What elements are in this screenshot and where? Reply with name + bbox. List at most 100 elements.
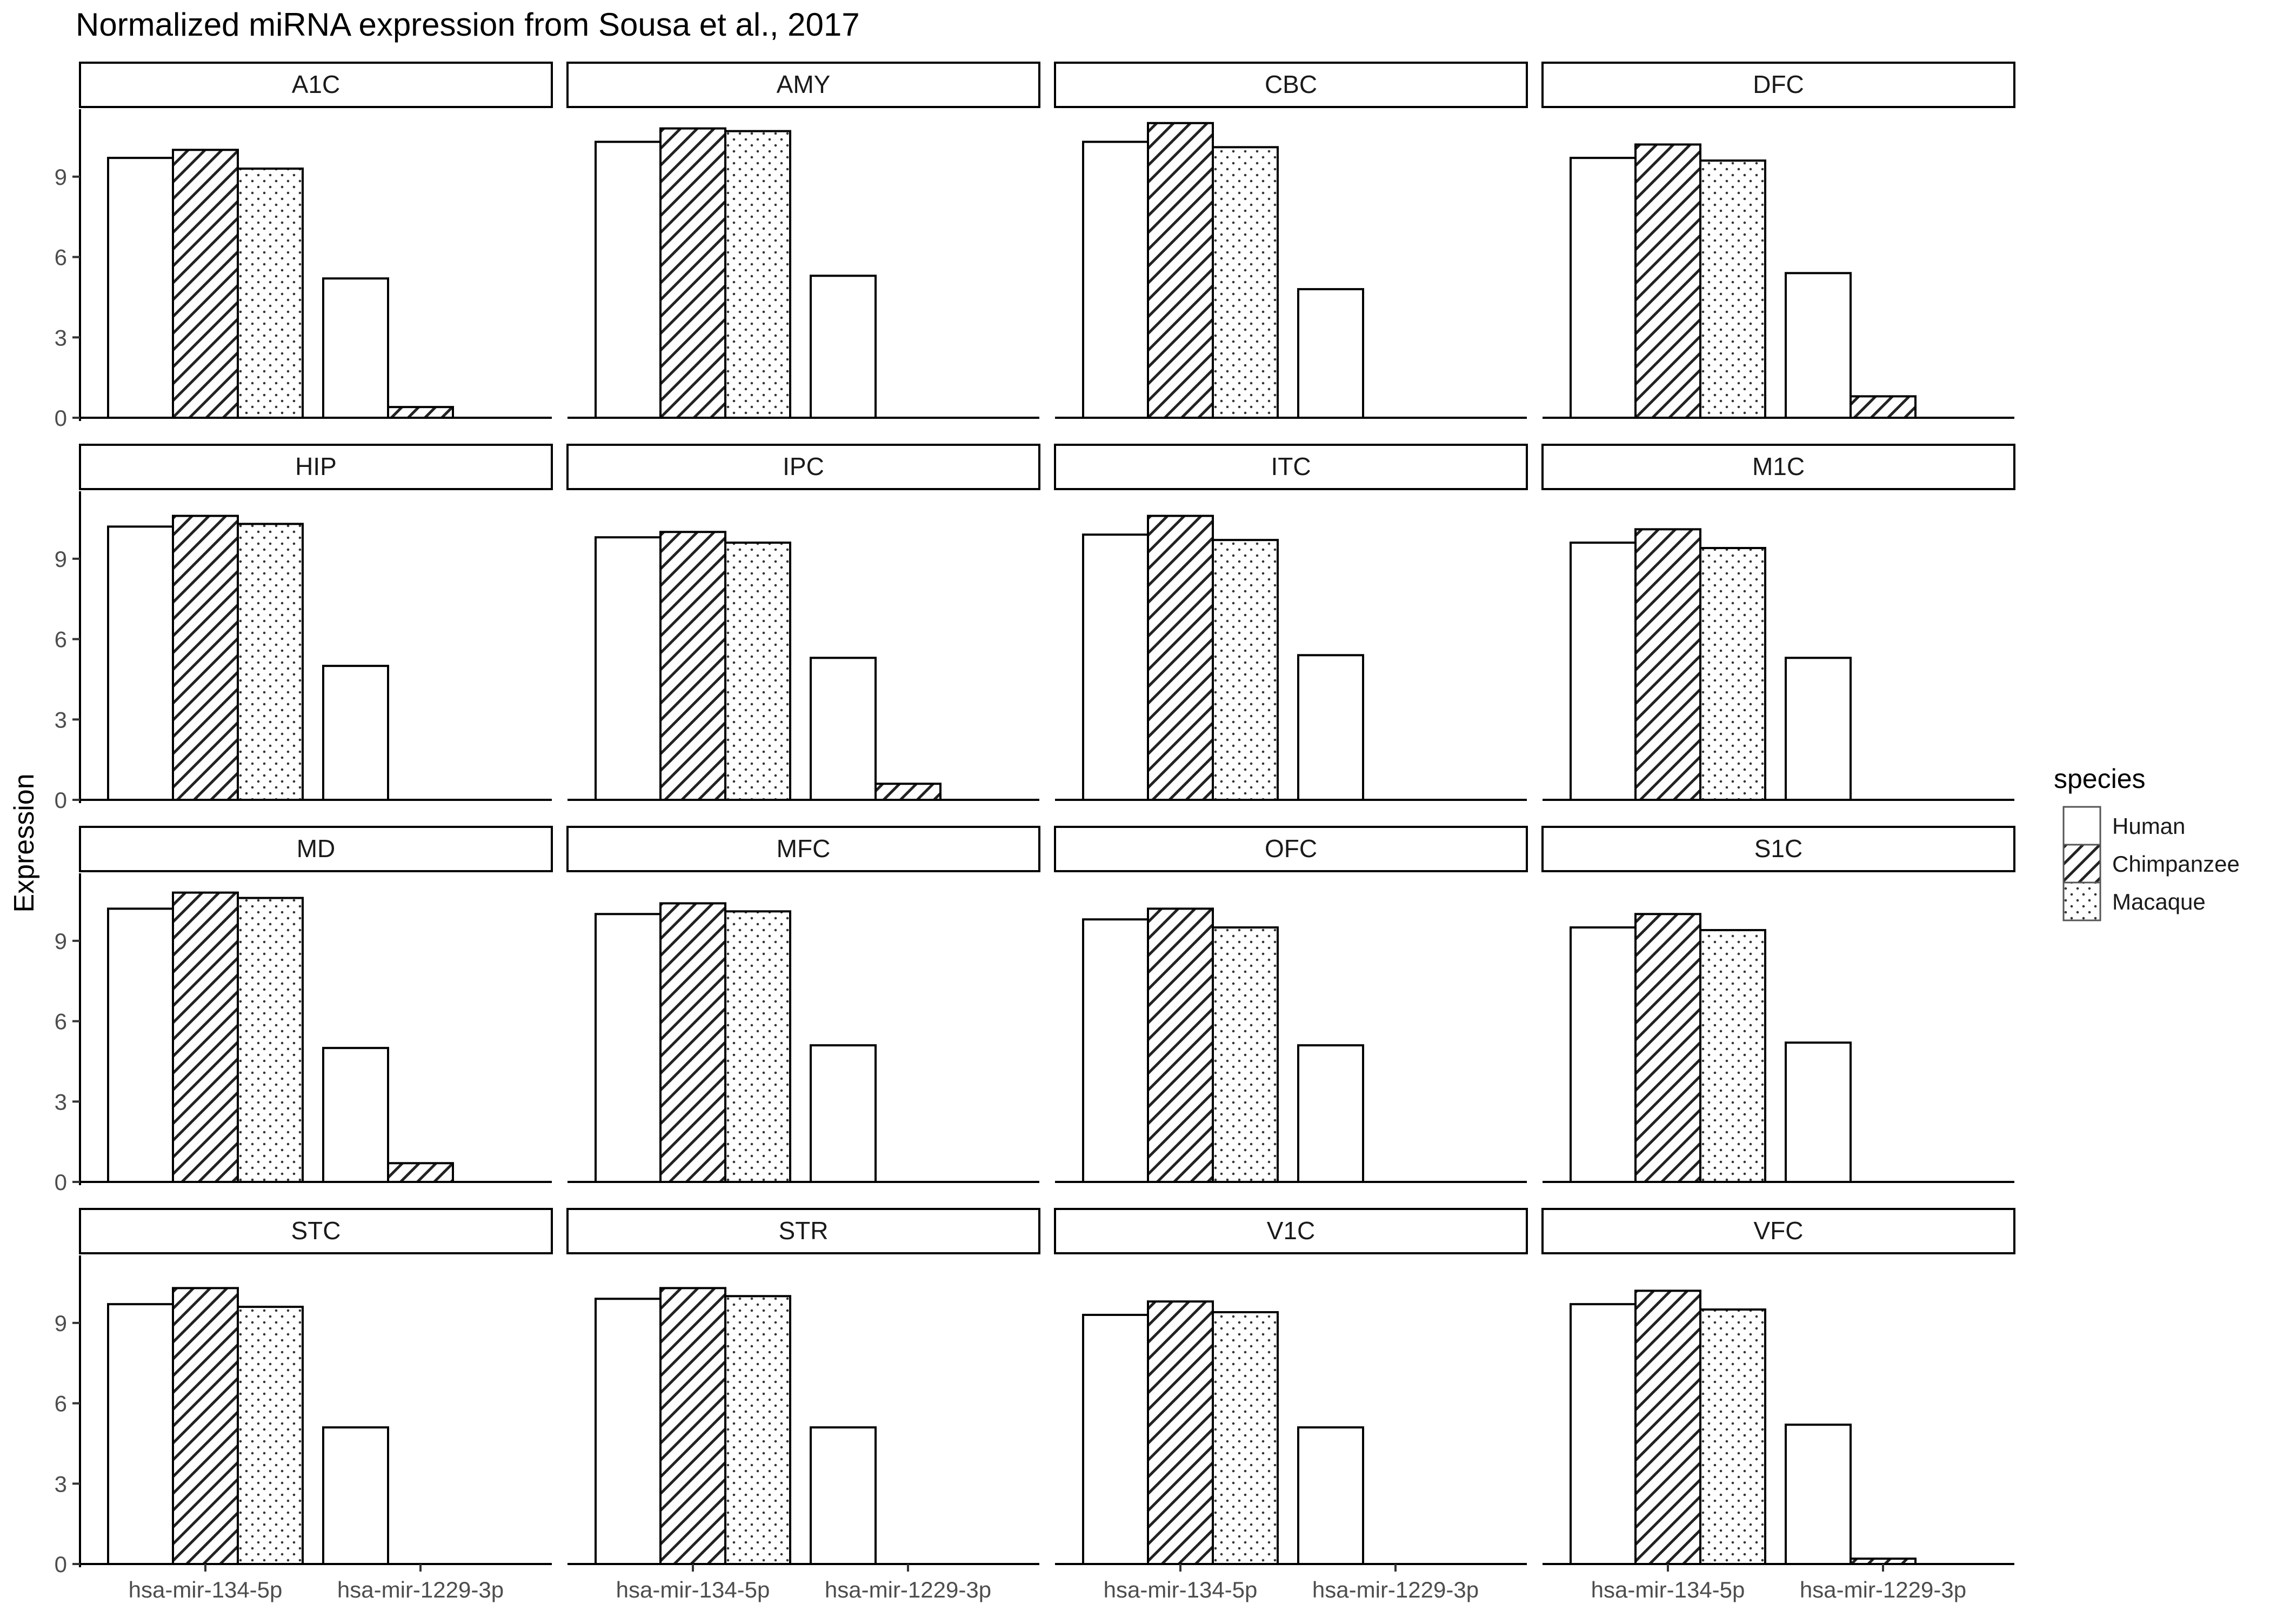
bar [107, 907, 174, 1184]
bar [810, 1044, 877, 1183]
facet-strip [1054, 1208, 1528, 1254]
bar [1699, 547, 1766, 801]
bar [387, 1162, 454, 1184]
y-tick-label: 6 [55, 245, 67, 270]
bar [1785, 272, 1852, 419]
bar [1785, 1041, 1852, 1183]
y-tick-label: 9 [55, 928, 67, 954]
bar [724, 910, 791, 1183]
bar [172, 1287, 239, 1566]
bar [1147, 907, 1214, 1184]
facet-strip-label: OFC [1265, 834, 1317, 863]
bar [322, 1047, 389, 1183]
facet-panel: DFC [1541, 62, 2015, 419]
facet-strip-label: S1C [1754, 834, 1802, 863]
bar [810, 1426, 877, 1565]
bar [1082, 1314, 1149, 1565]
facet-strip-label: STR [779, 1217, 829, 1245]
facet-strip-label: A1C [292, 70, 340, 98]
legend-label: Macaque [2112, 889, 2206, 914]
facet-panel: STC 0 3 6 9 hsa-mir-134-5p hsa-mir-1229-3p [55, 1208, 553, 1602]
bar [1297, 288, 1364, 419]
bar [237, 168, 304, 419]
facet-strip-label: CBC [1265, 70, 1317, 98]
y-tick-label: 9 [55, 164, 67, 190]
facet-panel: IPC [566, 444, 1040, 801]
bar [1082, 918, 1149, 1183]
y-tick-label: 0 [55, 1169, 67, 1195]
facet-panel: S1C [1541, 826, 2015, 1184]
facet-strip [79, 826, 553, 872]
bar [1212, 1311, 1279, 1566]
facet-strip-label: V1C [1267, 1217, 1315, 1245]
facet-panel: MFC [566, 826, 1040, 1183]
facet-strip [79, 62, 553, 108]
facet-panel: CBC [1054, 62, 1528, 419]
facet-panel: HIP 0 3 6 9 [55, 444, 553, 813]
bar [595, 536, 662, 801]
facet-strip [1541, 62, 2015, 108]
facet-strip [1541, 1208, 2015, 1254]
facet-panel: VFC hsa-mir-134-5p hsa-mir-1229-3p [1541, 1208, 2015, 1602]
legend-label: Human [2112, 813, 2185, 839]
bar [724, 1295, 791, 1565]
facet-strip-label: HIP [295, 452, 337, 480]
facet-strip-label: MD [297, 834, 336, 863]
facet-strip-label: MFC [777, 834, 831, 863]
bar [1212, 539, 1279, 801]
bar [322, 665, 389, 801]
bar [810, 275, 877, 419]
legend-entries: Human Chimpanzee Macaque [2062, 806, 2240, 921]
y-tick-label: 3 [55, 325, 67, 350]
facet-strip [1541, 444, 2015, 490]
legend: species Human Chimpanzee Macaque [2054, 764, 2240, 921]
y-tick-label: 3 [55, 1089, 67, 1114]
bar [595, 1298, 662, 1566]
bar [1147, 1300, 1214, 1565]
legend-label: Chimpanzee [2112, 851, 2240, 877]
bar [1212, 926, 1279, 1184]
facet-strip-label: DFC [1753, 70, 1804, 98]
y-axis-label: Expression [9, 773, 40, 912]
facet-panel: AMY [566, 62, 1040, 419]
bar [1634, 143, 1701, 419]
bar [1570, 157, 1637, 419]
bar [1850, 395, 1917, 419]
facet-panel: V1C hsa-mir-134-5p hsa-mir-1229-3p [1054, 1208, 1528, 1602]
bar [595, 141, 662, 419]
legend-key [2062, 844, 2101, 884]
facet-strip-label: M1C [1752, 452, 1805, 480]
facet-strip-label: AMY [777, 70, 831, 98]
bar [387, 406, 454, 419]
y-tick-label: 0 [55, 1552, 67, 1577]
bar [1570, 1303, 1637, 1566]
x-tick-label: hsa-mir-134-5p [1591, 1577, 1745, 1602]
bar [659, 902, 726, 1183]
bar [237, 897, 304, 1183]
bar [1699, 159, 1766, 419]
y-tick-label: 6 [55, 1391, 67, 1416]
bar [1297, 1426, 1364, 1565]
facet-strip [566, 444, 1040, 490]
bar [1297, 654, 1364, 801]
bar [1297, 1044, 1364, 1183]
bar [237, 1306, 304, 1565]
legend-key [2062, 881, 2101, 921]
legend-title: species [2054, 764, 2146, 794]
facet-strip-label: IPC [783, 452, 824, 480]
bar [874, 783, 942, 801]
bar [1699, 1308, 1766, 1565]
bar [322, 1426, 389, 1565]
bar [1570, 926, 1637, 1184]
bar [1212, 146, 1279, 419]
bar [107, 1303, 174, 1566]
facet-panel: MD 0 3 6 9 [55, 826, 553, 1195]
facet-strip-label: VFC [1754, 1217, 1804, 1245]
y-tick-label: 6 [55, 627, 67, 652]
y-tick-label: 0 [55, 787, 67, 813]
bar [595, 913, 662, 1183]
bar [107, 525, 174, 801]
bar [659, 1287, 726, 1566]
bar [1634, 1289, 1701, 1565]
facet-strip [566, 62, 1040, 108]
